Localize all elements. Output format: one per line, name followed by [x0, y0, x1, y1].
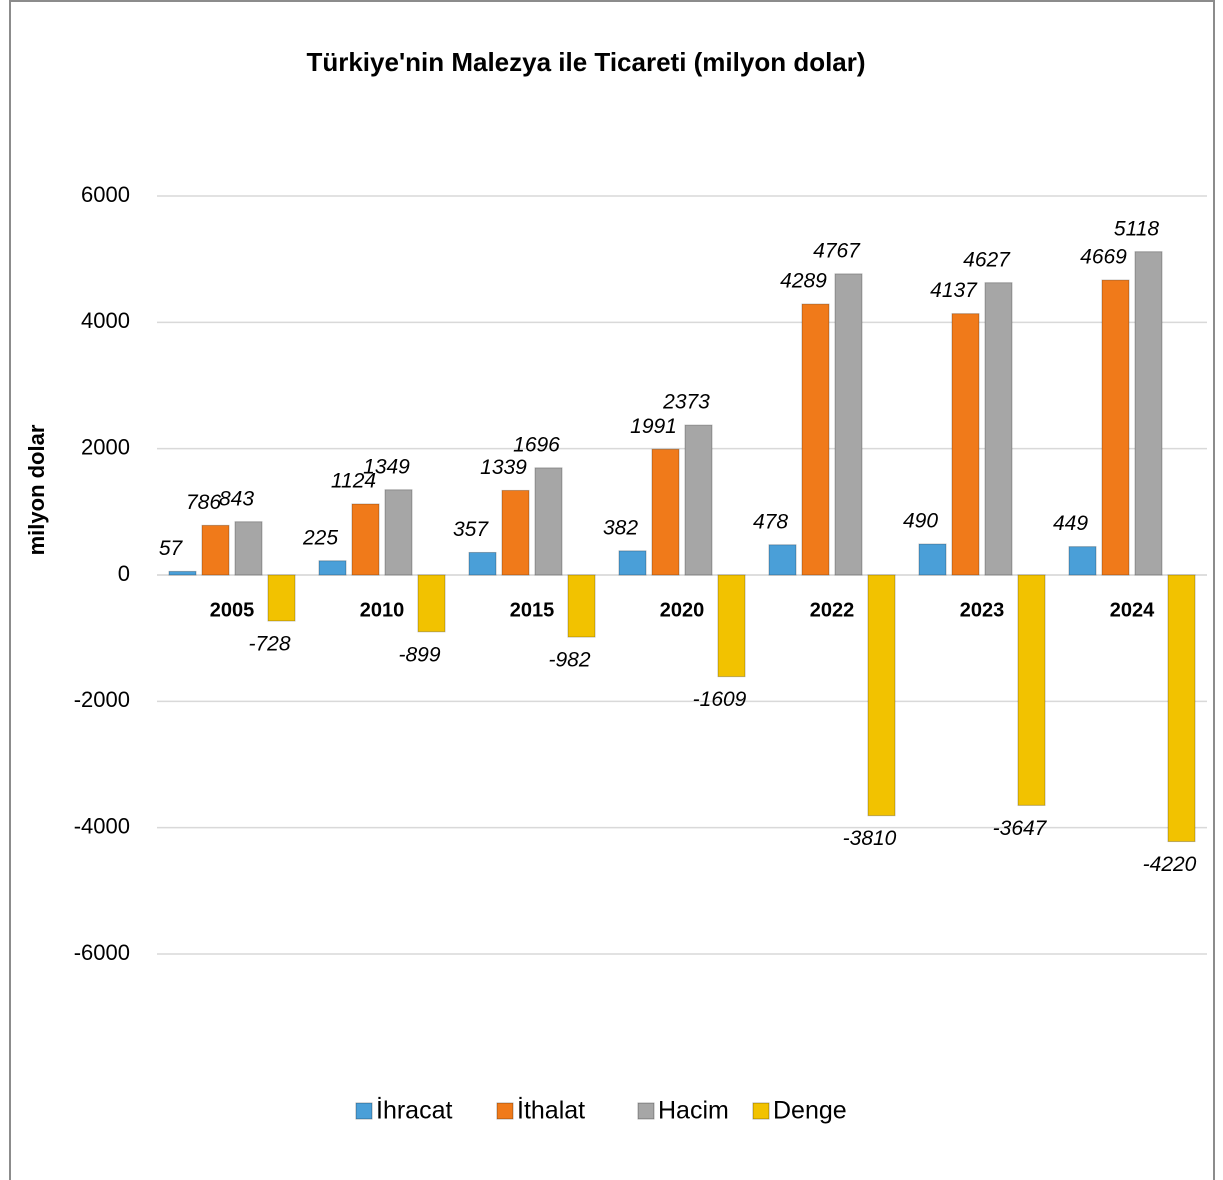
data-label: 449 — [1053, 512, 1088, 535]
y-tick-label: -2000 — [74, 687, 130, 712]
bar — [618, 550, 647, 576]
legend-label: İhracat — [376, 1096, 452, 1125]
bar — [201, 524, 230, 576]
y-tick-label: 0 — [118, 561, 130, 586]
data-label: -4220 — [1143, 853, 1197, 876]
bar — [351, 503, 380, 576]
bar — [267, 574, 296, 622]
legend-label: Hacim — [658, 1097, 729, 1125]
bar — [801, 303, 830, 576]
data-label: 57 — [159, 537, 184, 560]
y-tick-label: 4000 — [81, 308, 130, 333]
bar — [501, 489, 530, 576]
data-label: -3647 — [993, 817, 1048, 840]
data-label: 225 — [302, 526, 338, 549]
data-label: 1991 — [630, 415, 677, 438]
x-tick-label: 2015 — [510, 599, 555, 621]
bar — [534, 467, 563, 576]
legend-label: İthalat — [517, 1096, 585, 1125]
data-label: 1696 — [513, 433, 560, 456]
data-label: 4767 — [813, 239, 861, 262]
data-label: 4289 — [780, 270, 827, 293]
data-label: 843 — [219, 487, 254, 510]
legend-swatch — [637, 1102, 655, 1120]
data-label: 786 — [186, 491, 221, 514]
bar — [867, 574, 896, 817]
bar — [651, 448, 680, 576]
data-label: -1609 — [693, 688, 747, 711]
bar — [468, 551, 497, 576]
x-tick-label: 2005 — [210, 599, 255, 621]
data-label: 382 — [603, 516, 638, 539]
chart-title: Türkiye'nin Malezya ile Ticareti (milyon… — [306, 47, 865, 77]
bar — [1017, 574, 1046, 806]
legend-label: Denge — [773, 1097, 847, 1125]
data-label: 1339 — [480, 456, 527, 479]
y-tick-label: 2000 — [81, 434, 130, 459]
bar — [384, 489, 413, 576]
data-label: -728 — [248, 633, 290, 656]
data-label: 357 — [453, 518, 489, 541]
bar — [567, 574, 596, 638]
bar — [834, 273, 863, 576]
legend-swatch — [355, 1102, 373, 1120]
y-tick-label: -4000 — [74, 813, 130, 838]
legend-swatch — [496, 1102, 514, 1120]
data-label: 478 — [753, 510, 788, 533]
bar — [168, 570, 197, 576]
bar — [951, 313, 980, 576]
y-tick-label: 6000 — [81, 182, 130, 207]
x-tick-label: 2020 — [660, 599, 705, 621]
bar — [984, 282, 1013, 576]
bar — [717, 574, 746, 678]
bar — [1134, 251, 1163, 576]
bar — [684, 424, 713, 576]
bar — [318, 560, 347, 576]
bar — [417, 574, 446, 633]
data-label: -899 — [398, 643, 440, 666]
data-label: -982 — [548, 649, 590, 672]
x-tick-label: 2010 — [360, 599, 405, 621]
y-axis-label: milyon dolar — [24, 424, 49, 555]
data-label: 1124 — [331, 470, 376, 493]
bar — [234, 521, 263, 576]
data-label: 1349 — [363, 455, 410, 478]
data-label: -3810 — [843, 827, 897, 850]
data-label: 490 — [903, 510, 938, 533]
data-label: 4669 — [1080, 246, 1127, 269]
data-label: 2373 — [662, 391, 710, 414]
bar — [1101, 279, 1130, 576]
bar — [918, 543, 947, 576]
data-label: 4627 — [963, 248, 1011, 271]
legend-swatch — [752, 1102, 770, 1120]
bar — [1068, 546, 1097, 576]
bar — [768, 544, 797, 576]
data-label: 4137 — [930, 279, 978, 302]
x-tick-label: 2022 — [810, 599, 855, 621]
data-label: 5118 — [1114, 217, 1159, 240]
y-tick-label: -6000 — [74, 940, 130, 965]
bar — [1167, 574, 1196, 843]
chart-frame — [9, 0, 1215, 1180]
x-tick-label: 2024 — [1110, 599, 1155, 621]
x-tick-label: 2023 — [960, 599, 1005, 621]
